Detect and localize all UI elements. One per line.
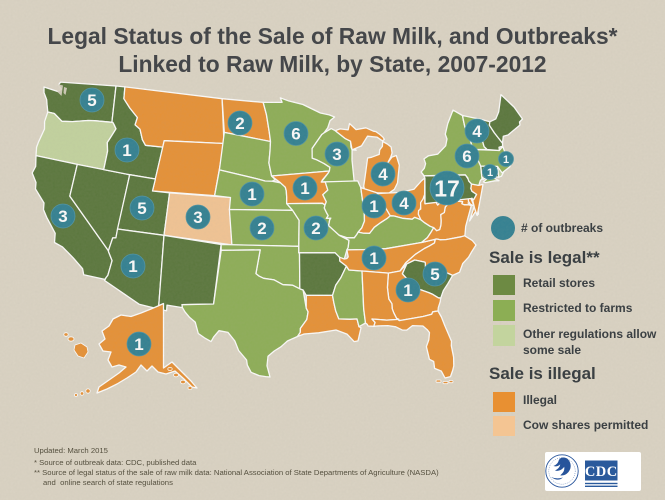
svg-text:CDC: CDC (585, 464, 618, 480)
